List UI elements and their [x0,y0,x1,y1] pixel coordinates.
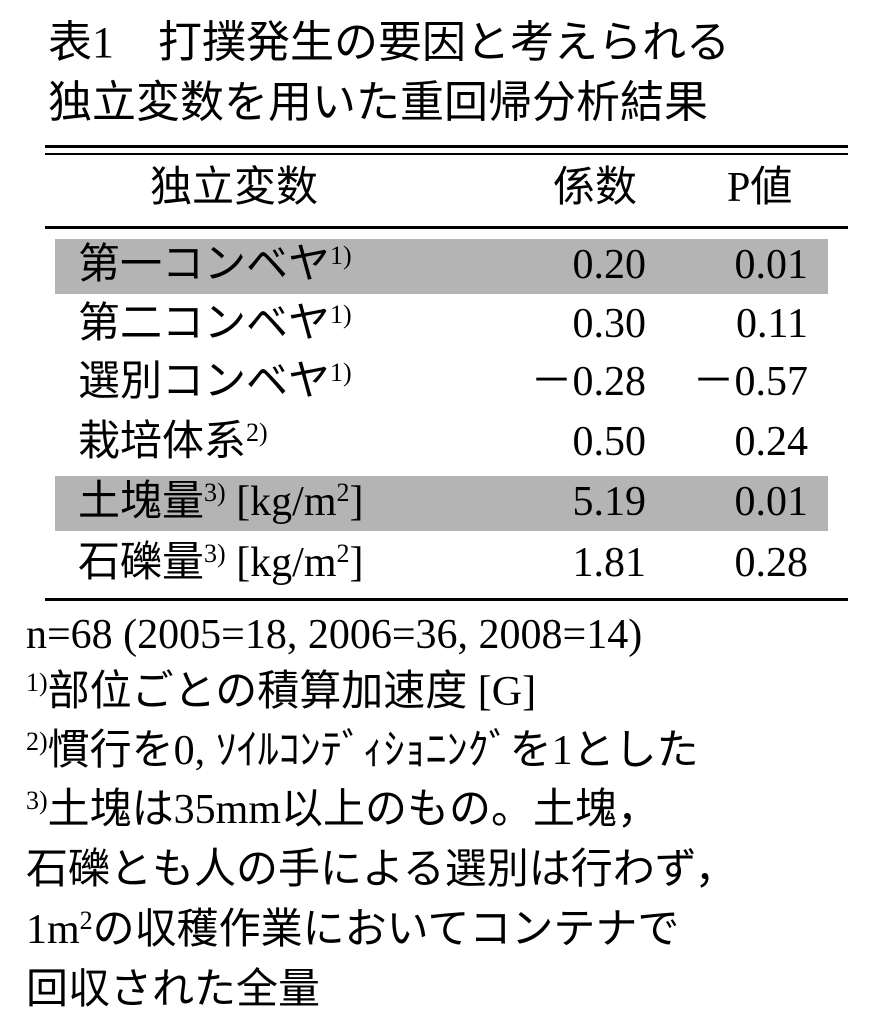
note-mark: 2) [26,727,48,756]
rule [45,153,848,155]
note-mark: 1) [330,300,352,329]
note: 1)部位ごとの積算加速度 [G] [26,667,536,717]
rule [45,598,848,601]
note-text: 土塊は35mm以上のもの。土塊， [47,787,660,833]
note-mark: 2) [246,418,268,447]
note-n: n=68 (2005=18, 2006=36, 2008=14) [26,612,643,658]
coef-cell: 0.50 [572,419,647,465]
note-text: 回収された全量 [26,967,321,1013]
note-text: の収穫作業においてコンテナで [92,907,680,953]
note-mark: 1) [330,241,352,270]
coef-cell: 0.30 [572,301,647,347]
p-cell: 0.28 [734,540,809,586]
note-mark: 1) [330,358,352,387]
row-highlight [55,239,828,294]
note-mark: 3) [26,786,48,815]
row-label: 土塊量3) [kg/m2] [78,477,364,527]
coef-cell: 0.20 [572,242,647,288]
label-text: 第一コンベヤ [78,242,331,288]
coef-cell: 1.81 [572,540,647,586]
note: 2)慣行を0, ｿｲﾙｺﾝﾃﾞｨｼｮﾆﾝｸﾞを1とした [26,726,699,776]
note-text: 石礫とも人の手による選別は行わず， [26,847,737,893]
rule [45,226,848,229]
row-label: 選別コンベヤ1) [78,357,352,407]
unit-end: ] [349,479,364,525]
p-cell: 0.11 [736,301,808,347]
title-line: 表1 打撲発生の要因と考えられる [48,18,730,67]
unit-end: ] [349,540,364,586]
p-cell: 0.01 [734,479,809,525]
unit-sup: 2 [336,478,350,507]
note: 1m2の収穫作業においてコンテナで [26,905,679,955]
label-text: 選別コンベヤ [78,359,331,405]
note-mark: 3) [204,478,226,507]
note-text: 1m [26,907,80,953]
unit: [kg/m [225,540,337,586]
row-label: 石礫量3) [kg/m2] [78,538,364,588]
p-cell: 0.24 [734,419,809,465]
note: 3)土塊は35mm以上のもの。土塊， [26,785,659,835]
superscript: 2 [79,906,93,935]
title-line: 独立変数を用いた重回帰分析結果 [48,78,708,127]
row-label: 第一コンベヤ1) [78,240,352,290]
label-text: 栽培体系 [78,419,247,465]
header-cell: 独立変数 [150,165,319,211]
label-text: 石礫量 [78,540,205,586]
note-text: 慣行を0, ｿｲﾙｺﾝﾃﾞｨｼｮﾆﾝｸﾞを1とした [47,728,699,774]
header-cell: 係数 [553,165,638,211]
row-highlight [55,476,828,531]
p-cell: 0.01 [734,242,809,288]
unit: [kg/m [225,479,337,525]
row-label: 第二コンベヤ1) [78,299,352,349]
note-mark: 3) [204,539,226,568]
note-mark: 1) [26,668,48,697]
unit-sup: 2 [336,539,350,568]
note-text: 部位ごとの積算加速度 [G] [47,669,537,715]
coef-cell: 5.19 [572,479,647,525]
p-cell: －0.57 [692,359,808,405]
row-label: 栽培体系2) [78,417,268,467]
label-text: 第二コンベヤ [78,301,331,347]
label-text: 土塊量 [78,479,205,525]
rule [45,145,848,148]
coef-cell: －0.28 [530,359,646,405]
header-cell: P値 [727,165,793,211]
